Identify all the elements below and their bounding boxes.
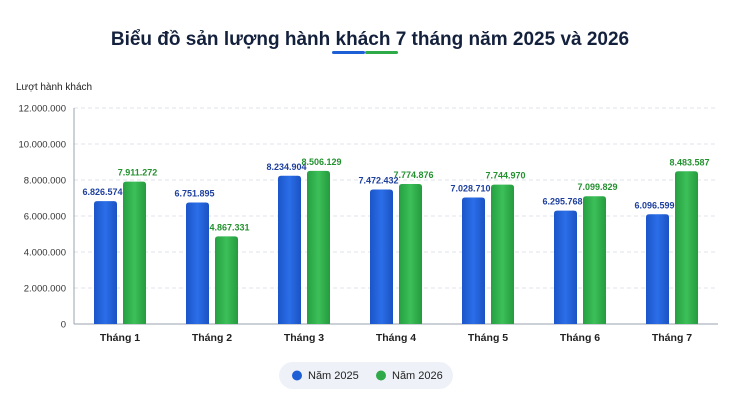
- bar-2026: [491, 184, 514, 324]
- bar-2026: [215, 236, 238, 324]
- bar-2026: [583, 196, 606, 324]
- y-tick-label: 2.000.000: [24, 284, 66, 295]
- data-label-2025: 7.028.710: [450, 183, 490, 193]
- data-label-2026: 7.774.876: [393, 170, 433, 180]
- y-tick-label: 4.000.000: [24, 248, 66, 259]
- x-tick-label: Tháng 1: [100, 332, 140, 344]
- bar-2026: [123, 181, 146, 324]
- y-tick-label: 8.000.000: [24, 176, 66, 187]
- legend-label-2025: Năm 2025: [308, 370, 359, 382]
- chart-title: Biểu đồ sản lượng hành khách 7 tháng năm…: [111, 29, 629, 50]
- bar-2025: [646, 214, 669, 324]
- bar-2026: [675, 171, 698, 324]
- y-tick-label: 10.000.000: [18, 140, 66, 151]
- title-underline-blue: [332, 51, 365, 54]
- bar-2025: [370, 189, 393, 324]
- bar-2025: [94, 201, 117, 324]
- legend-marker-2025: [292, 370, 302, 381]
- x-tick-label: Tháng 3: [284, 332, 324, 344]
- x-tick-label: Tháng 4: [376, 332, 416, 344]
- y-tick-label: 12.000.000: [18, 104, 66, 115]
- bar-2026: [307, 170, 330, 324]
- data-labels: 6.826.574 7.911.272 6.751.895 4.867.331 8.23…: [82, 157, 709, 232]
- bar-2025: [554, 210, 577, 324]
- y-tick-label: 0: [61, 320, 66, 331]
- x-axis-ticks: Tháng 1 Tháng 2 Tháng 3 Tháng 4 Tháng 5 Tháng…: [100, 332, 692, 344]
- data-label-2025: 6.751.895: [174, 188, 214, 198]
- data-label-2025: 6.096.599: [634, 200, 674, 210]
- data-label-2026: 7.099.829: [577, 182, 617, 192]
- legend-marker-2026: [376, 370, 386, 381]
- x-tick-label: Tháng 6: [560, 332, 600, 344]
- grid: [73, 107, 718, 325]
- bar-2025: [462, 197, 485, 324]
- bar-2025: [278, 175, 301, 324]
- bars: [94, 170, 698, 324]
- data-label-2025: 8.234.904: [266, 162, 306, 172]
- legend-label-2026: Năm 2026: [392, 370, 443, 382]
- x-tick-label: Tháng 5: [468, 332, 508, 344]
- bar-2026: [399, 184, 422, 324]
- x-tick-label: Tháng 2: [192, 332, 232, 344]
- data-label-2026: 4.867.331: [209, 222, 249, 232]
- bar-2025: [186, 202, 209, 324]
- data-label-2026: 7.911.272: [118, 168, 158, 178]
- data-label-2025: 6.826.574: [82, 187, 122, 197]
- data-label-2026: 7.744.970: [485, 171, 525, 181]
- x-tick-label: Tháng 7: [652, 332, 692, 344]
- title-underline-green: [365, 51, 398, 54]
- legend-background: [279, 362, 453, 389]
- y-axis-ticks: 0 2.000.000 4.000.000 6.000.000 8.000.000 10.…: [18, 104, 66, 331]
- y-tick-label: 6.000.000: [24, 212, 66, 223]
- y-axis-label: Lượt hành khách: [16, 82, 92, 93]
- legend: Năm 2025 Năm 2026: [279, 362, 453, 389]
- data-label-2026: 8.483.587: [669, 157, 709, 167]
- data-label-2025: 7.472.432: [358, 175, 398, 185]
- data-label-2025: 6.295.768: [542, 197, 582, 207]
- data-label-2026: 8.506.129: [301, 157, 341, 167]
